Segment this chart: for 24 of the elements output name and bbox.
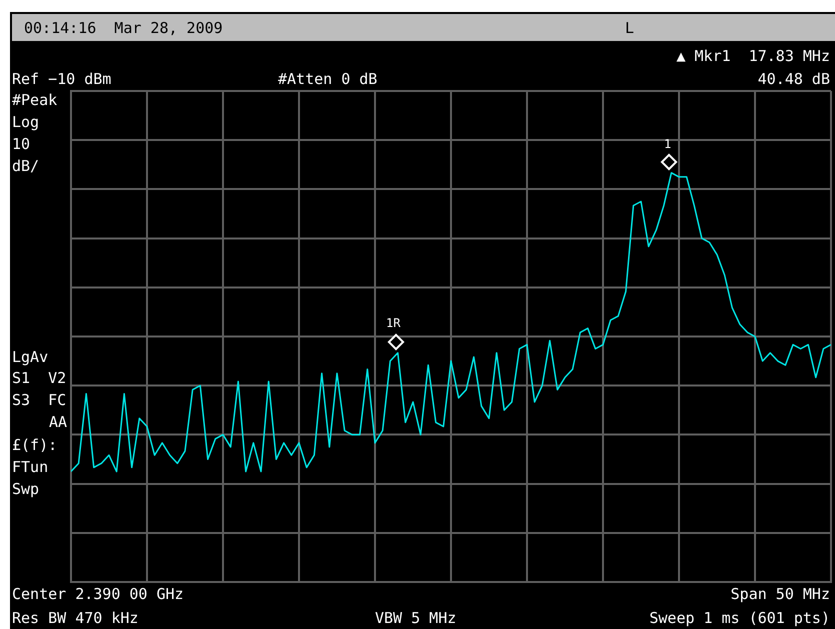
text: Span 50 MHz	[730, 585, 830, 603]
text: Log	[12, 113, 40, 131]
text: AA	[48, 413, 67, 431]
text: VBW 5 MHz	[375, 609, 456, 627]
text: #Atten 0 dB	[278, 70, 378, 88]
text: 1	[664, 137, 672, 151]
text: LgAv	[12, 348, 48, 366]
text: dB/	[12, 157, 40, 175]
text: #Peak	[12, 91, 58, 109]
text: S1 V2	[12, 369, 66, 387]
text: FTun	[12, 458, 48, 476]
text: L	[625, 19, 634, 37]
text: Res BW 470 kHz	[12, 609, 138, 627]
text: £(f):	[12, 436, 58, 454]
text: Ref −10 dBm	[12, 70, 112, 88]
text: Sweep 1 ms (601 pts)	[649, 609, 830, 627]
chart-title: 00:14:16 Mar 28, 2009	[24, 19, 223, 37]
text: Swp	[12, 480, 40, 498]
annotation: 1R	[386, 316, 400, 330]
text: 10	[12, 135, 30, 153]
text: S3 FC	[12, 391, 66, 409]
text: ▲ Mkr1 17.83 MHz	[676, 47, 830, 65]
text: Center 2.390 00 GHz	[12, 585, 184, 603]
text: 40.48 dB	[758, 70, 830, 88]
